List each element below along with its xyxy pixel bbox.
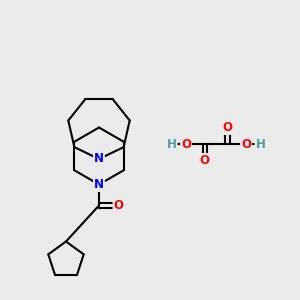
Text: O: O [181, 137, 191, 151]
Text: H: H [167, 137, 176, 151]
Text: H: H [256, 137, 265, 151]
Text: O: O [222, 121, 233, 134]
Text: O: O [200, 154, 210, 167]
Text: O: O [241, 137, 251, 151]
Text: N: N [94, 152, 104, 166]
Text: N: N [94, 178, 104, 191]
Text: O: O [113, 199, 124, 212]
